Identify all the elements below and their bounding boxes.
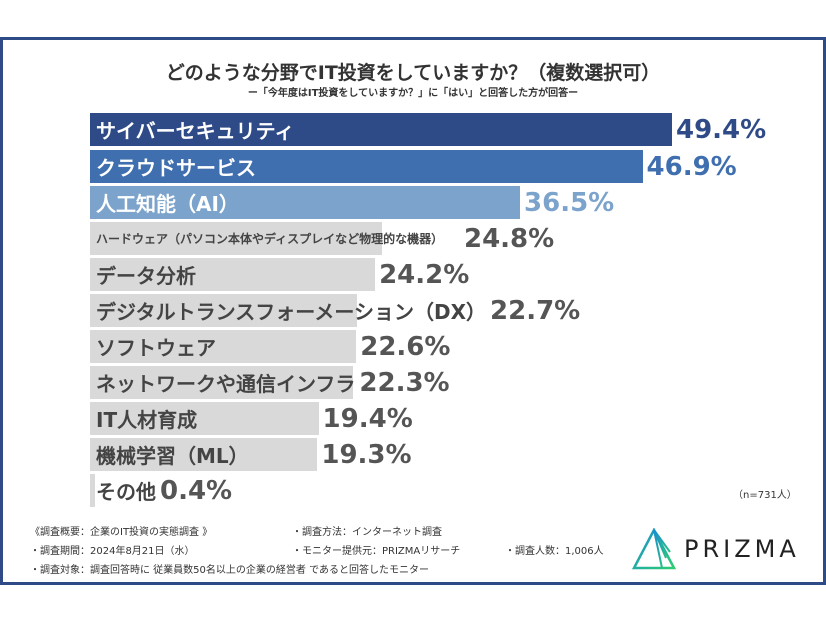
bar-label: その他	[96, 480, 156, 504]
survey-count: ・調査人数：1,006人	[505, 546, 604, 557]
bar-row: 人工知能（AI） 36.5%	[90, 186, 614, 219]
bar-label: クラウドサービス	[96, 156, 256, 180]
bar-label: データ分析	[96, 264, 196, 288]
chart-subtitle: ー「今年度はIT投資をしていますか？」に「はい」と回答した方が回答ー	[247, 88, 579, 99]
bar-row: サイバーセキュリティ 49.4%	[90, 113, 766, 146]
prizma-logo: PRIZMA	[632, 528, 800, 570]
survey-period: ・調査期間：2024年8月21日（水）	[30, 546, 195, 557]
bar	[90, 113, 672, 146]
bar	[90, 186, 521, 219]
bar-row: デジタルトランスフォーメーション（DX） 22.7%	[90, 294, 580, 327]
bar-label: IT人材育成	[96, 408, 198, 432]
logo-text: PRIZMA	[684, 535, 800, 563]
bar-value-label: 36.5%	[524, 187, 615, 218]
bar-value-label: 22.6%	[360, 331, 451, 362]
survey-provider: ・モニター提供元：PRIZMAリサーチ	[292, 546, 461, 557]
bar	[90, 222, 383, 255]
bar-value-label: 24.2%	[379, 259, 470, 290]
bar	[90, 330, 357, 363]
bar-label: ソフトウェア	[96, 336, 216, 360]
survey-target: ・調査対象：調査回答時に 従業員数50名以上の企業の経営者 であると回答したモニ…	[30, 565, 429, 576]
bar-label: ハードウェア（パソコン本体やディスプレイなど物理的な機器）	[96, 231, 444, 246]
bar	[90, 366, 353, 399]
bar-value-label: 22.3%	[359, 367, 450, 398]
bar-value-label: 24.8%	[464, 223, 555, 254]
chart-title: どのような分野でIT投資をしていますか？（複数選択可）	[165, 62, 661, 84]
bar	[90, 150, 643, 183]
bar-row: ソフトウェア 22.6%	[90, 330, 450, 363]
bar-value-label: 0.4%	[160, 475, 233, 506]
sample-size: （n=731人）	[733, 490, 797, 501]
survey-overview: 《調査概要：企業のIT投資の実態調査 》	[30, 527, 213, 538]
bar	[90, 438, 318, 471]
bar-value-label: 19.4%	[322, 403, 413, 434]
bar-row: ハードウェア（パソコン本体やディスプレイなど物理的な機器） 24.8%	[90, 222, 554, 255]
bar-row: その他 0.4%	[90, 474, 232, 507]
bar-row: 機械学習（ML） 19.3%	[90, 438, 412, 471]
bar-value-label: 46.9%	[646, 151, 737, 182]
bar	[90, 474, 95, 507]
prizma-logo-icon	[632, 528, 676, 570]
bar-value-label: 49.4%	[676, 114, 767, 145]
bar-row: クラウドサービス 46.9%	[90, 150, 737, 183]
bar-label: 機械学習（ML）	[96, 444, 249, 468]
bar-label: ネットワークや通信インフラ	[96, 372, 356, 396]
bar	[90, 258, 376, 291]
bar	[90, 294, 358, 327]
bar-label: 人工知能（AI）	[96, 192, 239, 216]
bar-row: ネットワークや通信インフラ 22.3%	[90, 366, 450, 399]
bar-row: データ分析 24.2%	[90, 258, 469, 291]
survey-method: ・調査方法：インターネット調査	[292, 527, 442, 538]
bar-value-label: 22.7%	[490, 295, 581, 326]
bar-row: IT人材育成 19.4%	[90, 402, 413, 435]
bar-label: デジタルトランスフォーメーション（DX）	[96, 300, 487, 324]
bar	[90, 402, 319, 435]
bar-label: サイバーセキュリティ	[96, 119, 295, 143]
bar-value-label: 19.3%	[321, 439, 412, 470]
